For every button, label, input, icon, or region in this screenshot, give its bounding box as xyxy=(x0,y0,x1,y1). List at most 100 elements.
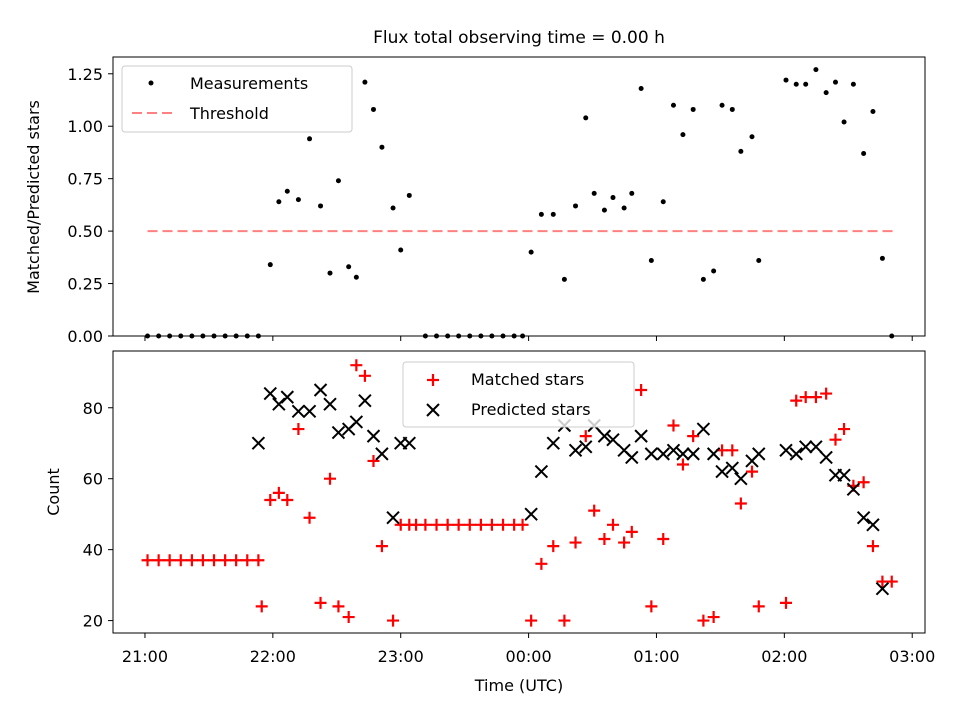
matched-star-point xyxy=(657,533,670,545)
measurement-point xyxy=(390,205,396,211)
measurement-point xyxy=(362,79,368,85)
matched-star-point xyxy=(497,518,510,531)
matched-star-point xyxy=(752,600,765,613)
predicted-star-point xyxy=(715,464,729,479)
matched-star-point xyxy=(332,600,345,613)
predicted-star-point xyxy=(402,436,416,450)
top-ytick-label: 0.75 xyxy=(67,170,103,189)
matched-star-point xyxy=(697,614,710,627)
predicted-star-point xyxy=(313,383,328,397)
measurement-point xyxy=(538,211,544,217)
matched-star-point xyxy=(667,419,680,432)
measurement-point xyxy=(861,150,867,156)
measurement-point xyxy=(591,190,597,196)
measurement-point xyxy=(327,270,333,276)
bottom-xtick-label: 01:00 xyxy=(633,647,679,666)
measurement-point xyxy=(601,207,607,213)
measurement-point xyxy=(756,257,762,263)
matched-star-point xyxy=(419,518,432,531)
measurement-point xyxy=(813,67,819,73)
predicted-star-point xyxy=(280,390,294,404)
predicted-star-point xyxy=(625,450,639,465)
predicted-star-point xyxy=(597,429,612,443)
predicted-star-point xyxy=(546,436,560,450)
predicted-star-point xyxy=(798,440,813,454)
predicted-star-point xyxy=(666,443,681,458)
bottom-ytick-label: 60 xyxy=(83,470,103,489)
measurement-point xyxy=(335,178,341,184)
matched-star-point xyxy=(829,433,842,446)
matched-star-point xyxy=(430,518,443,531)
predicted-star-point xyxy=(656,447,670,461)
measurement-point xyxy=(850,81,856,87)
matched-star-point xyxy=(314,596,327,609)
predicted-star-point xyxy=(366,429,381,443)
bottom-xtick-label: 23:00 xyxy=(378,647,424,666)
matched-star-point xyxy=(463,518,476,531)
predicted-star-point xyxy=(579,440,593,454)
matched-star-point xyxy=(516,518,529,531)
matched-star-point xyxy=(799,391,812,404)
measurement-point xyxy=(379,144,385,150)
legend-threshold-label: Threshold xyxy=(189,104,269,123)
predicted-star-point xyxy=(752,447,766,461)
top-panel: Flux total observing time = 0.00 h 0.000… xyxy=(24,28,926,346)
predicted-star-point xyxy=(606,432,620,447)
measurement-point xyxy=(629,190,635,196)
measurement-point xyxy=(793,81,799,87)
matched-star-point xyxy=(838,423,851,436)
bottom-xtick-label: 21:00 xyxy=(122,647,168,666)
bottom-xlabel: Time (UTC) xyxy=(474,676,563,695)
matched-star-point xyxy=(598,533,611,545)
top-axes-frame xyxy=(112,56,926,337)
measurement-point xyxy=(670,102,676,108)
measurement-point xyxy=(561,276,567,282)
matched-star-point xyxy=(375,540,388,553)
matched-star-point xyxy=(726,444,739,457)
predicted-star-point xyxy=(686,447,700,461)
predicted-star-point xyxy=(837,468,851,482)
matched-star-point xyxy=(303,511,316,524)
measurement-point xyxy=(870,109,876,115)
matched-star-point xyxy=(618,536,631,549)
measurement-point xyxy=(638,85,644,91)
matched-star-point xyxy=(152,554,165,567)
matched-star-point xyxy=(174,554,187,567)
top-ytick-label: 0.00 xyxy=(67,327,103,346)
top-ytick-label: 0.50 xyxy=(67,222,103,241)
measurement-point xyxy=(370,106,376,112)
predicted-star-point xyxy=(375,447,389,461)
matched-star-point xyxy=(255,600,268,613)
predicted-star-point xyxy=(789,447,803,461)
matched-star-point xyxy=(358,369,371,382)
top-ytick-label: 0.25 xyxy=(67,275,103,294)
predicted-star-point xyxy=(856,511,871,525)
measurement-point xyxy=(267,262,273,268)
measurement-point xyxy=(690,106,696,112)
measurement-point xyxy=(406,192,412,198)
matched-star-point xyxy=(387,614,400,627)
matched-star-point xyxy=(745,465,758,478)
matched-star-point xyxy=(569,536,582,549)
matched-star-point xyxy=(230,554,243,567)
measurement-point xyxy=(711,268,717,274)
measurement-point xyxy=(660,199,666,205)
predicted-star-point xyxy=(696,422,711,436)
measurement-point xyxy=(841,119,847,125)
matched-star-point xyxy=(707,611,720,624)
measurement-point xyxy=(295,197,301,203)
matched-star-point xyxy=(676,458,689,471)
top-legend-box xyxy=(121,65,353,133)
matched-star-point xyxy=(264,493,277,506)
matched-star-point xyxy=(219,554,232,567)
measurement-point xyxy=(783,77,789,83)
measurement-point xyxy=(276,199,282,205)
predicted-star-point xyxy=(331,425,346,440)
bottom-xtick-label: 00:00 xyxy=(506,647,552,666)
matched-star-point xyxy=(163,554,176,567)
top-ylabel: Matched/Predicted stars xyxy=(24,100,43,294)
matched-star-point xyxy=(885,575,898,588)
matched-star-point xyxy=(547,540,560,553)
measurement-point xyxy=(346,264,352,270)
